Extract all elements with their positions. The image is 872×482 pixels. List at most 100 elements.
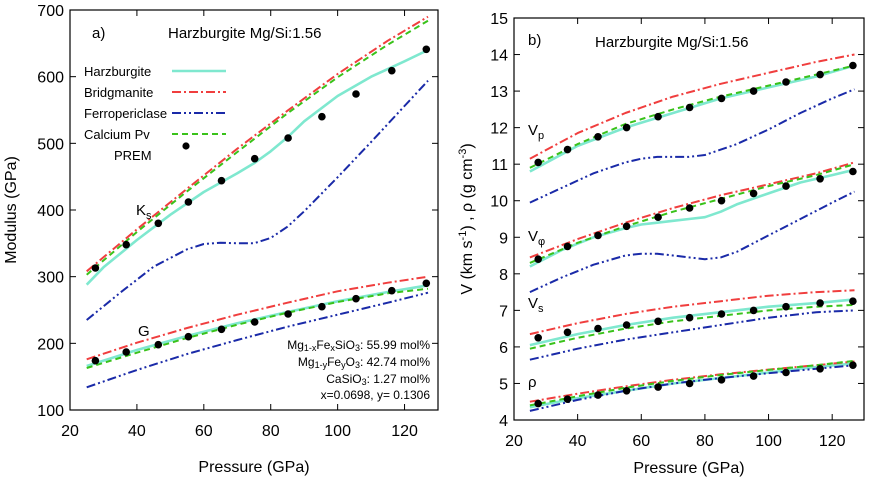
series-line-calcium-pv-vs xyxy=(529,303,855,350)
prem-point-rho xyxy=(749,372,758,380)
x-tick-label: 20 xyxy=(505,433,523,450)
y-tick-label: 600 xyxy=(37,70,64,87)
prem-point-vp xyxy=(816,70,824,79)
prem-point-ks xyxy=(250,154,259,163)
composition-annotation: Mg1-xFexSiO3: 55.99 mol% Mg1-yFeyO3: 42.… xyxy=(287,338,430,402)
panel-a-y-ticks: 100 200 300 400 500 600 700 xyxy=(37,3,438,420)
prem-point-vp xyxy=(594,133,602,141)
y-tick-label: 7 xyxy=(499,303,508,320)
rho-label: ρ xyxy=(528,374,537,391)
prem-point-vphi xyxy=(594,231,602,240)
prem-point-ks xyxy=(217,176,226,185)
prem-point-g xyxy=(184,332,193,341)
vphi-label: Vφ xyxy=(528,228,545,248)
panel-b-x-ticks: 20 40 60 80 100 120 xyxy=(505,18,846,450)
legend-label-bridgmanite: Bridgmanite xyxy=(84,85,153,100)
prem-point-g xyxy=(122,348,130,356)
panel-a-x-axis-label: Pressure (GPa) xyxy=(198,459,309,476)
prem-point-rho xyxy=(622,387,631,395)
prem-point-vs xyxy=(563,328,572,337)
prem-point-vs xyxy=(594,324,602,333)
prem-point-vp xyxy=(849,61,857,70)
panel-a-title: Harzburgite Mg/Si:1.56 xyxy=(168,25,321,42)
legend-label-ferropericlase: Ferropericlase xyxy=(84,106,167,121)
x-tick-label: 60 xyxy=(195,423,213,440)
x-tick-label: 40 xyxy=(569,433,587,450)
y-tick-label: 10 xyxy=(490,194,508,211)
series-line-ferropericlase-g xyxy=(86,291,429,389)
prem-point-g xyxy=(91,356,100,365)
series-line-calcium-pv-rho xyxy=(529,359,855,407)
prem-point-vphi xyxy=(534,255,542,263)
x-tick-label: 60 xyxy=(632,433,650,450)
prem-point-vphi xyxy=(654,213,662,221)
prem-point-ks xyxy=(422,45,431,54)
panel-a-prem-points xyxy=(91,45,431,365)
y-tick-label: 13 xyxy=(490,84,508,101)
composition-line-1: Mg1-xFexSiO3: 55.99 mol% xyxy=(287,338,430,353)
y-tick-label: 300 xyxy=(37,270,64,287)
series-line-bridgmanite-ks xyxy=(86,15,429,273)
panel-a-x-ticks: 20 40 60 80 100 120 xyxy=(61,10,418,440)
prem-point-ks xyxy=(154,219,163,228)
series-line-calcium-pv-g xyxy=(86,287,429,369)
panel-b-x-axis-label: Pressure (GPa) xyxy=(633,460,744,477)
prem-point-g xyxy=(318,302,326,311)
vp-label: Vp xyxy=(528,122,544,142)
prem-point-vp xyxy=(717,94,726,103)
panel-b-y-ticks: 4 5 6 7 8 9 10 11 12 13 14 15 xyxy=(490,11,864,430)
y-tick-label: 5 xyxy=(499,376,508,393)
prem-point-vp xyxy=(749,87,758,95)
x-tick-label: 120 xyxy=(391,423,418,440)
panel-a-series xyxy=(85,15,429,389)
prem-point-g xyxy=(422,279,431,288)
series-line-harzburgite-vp xyxy=(529,64,855,173)
y-tick-label: 6 xyxy=(499,340,508,357)
series-line-ferropericlase-vphi xyxy=(529,190,855,294)
prem-point-vs xyxy=(849,297,857,306)
prem-point-ks xyxy=(91,264,100,272)
y-tick-label: 14 xyxy=(490,48,508,65)
series-line-calcium-pv-vp xyxy=(529,64,855,169)
panel-a-label: a) xyxy=(92,25,105,42)
prem-point-vs xyxy=(685,313,694,322)
x-tick-label: 80 xyxy=(262,423,280,440)
x-tick-label: 20 xyxy=(61,423,79,440)
y-tick-label: 400 xyxy=(37,203,64,220)
g-label: G xyxy=(138,323,150,340)
y-tick-label: 9 xyxy=(499,230,508,247)
series-line-bridgmanite-vp xyxy=(529,53,855,160)
panel-b-label: b) xyxy=(528,32,541,49)
prem-point-rho xyxy=(717,376,726,384)
y-tick-label: 12 xyxy=(490,121,508,138)
series-line-harzburgite-rho xyxy=(529,362,855,409)
prem-point-vphi xyxy=(563,242,572,251)
composition-line-3: CaSiO3: 1.27 mol% xyxy=(326,372,430,387)
y-tick-label: 200 xyxy=(37,336,64,353)
prem-point-vphi xyxy=(816,175,824,183)
prem-point-ks xyxy=(388,66,396,75)
prem-point-ks xyxy=(122,240,130,249)
prem-point-g xyxy=(388,286,396,295)
prem-point-rho xyxy=(534,399,542,408)
prem-point-vp xyxy=(654,112,662,121)
prem-point-vs xyxy=(816,299,824,307)
prem-point-vs xyxy=(622,321,631,329)
prem-point-rho xyxy=(654,383,662,391)
y-tick-label: 100 xyxy=(37,403,64,420)
panel-b-prem-points xyxy=(534,61,857,408)
legend-label-prem: PREM xyxy=(114,148,152,163)
prem-point-rho xyxy=(782,368,790,377)
prem-point-vs xyxy=(654,317,662,326)
prem-point-g xyxy=(250,318,259,326)
prem-point-vs xyxy=(534,334,542,342)
series-line-ferropericlase-vs xyxy=(529,309,855,361)
x-tick-label: 80 xyxy=(696,433,714,450)
prem-point-vp xyxy=(563,145,572,154)
series-line-bridgmanite-g xyxy=(86,275,429,361)
panel-b-velocity-density-chart: 20 40 60 80 100 120 4 5 6 7 8 9 10 11 12 13 14 15 b) Har… xyxy=(457,11,865,477)
series-line-harzburgite-vphi xyxy=(529,168,855,268)
prem-point-ks xyxy=(284,134,292,142)
